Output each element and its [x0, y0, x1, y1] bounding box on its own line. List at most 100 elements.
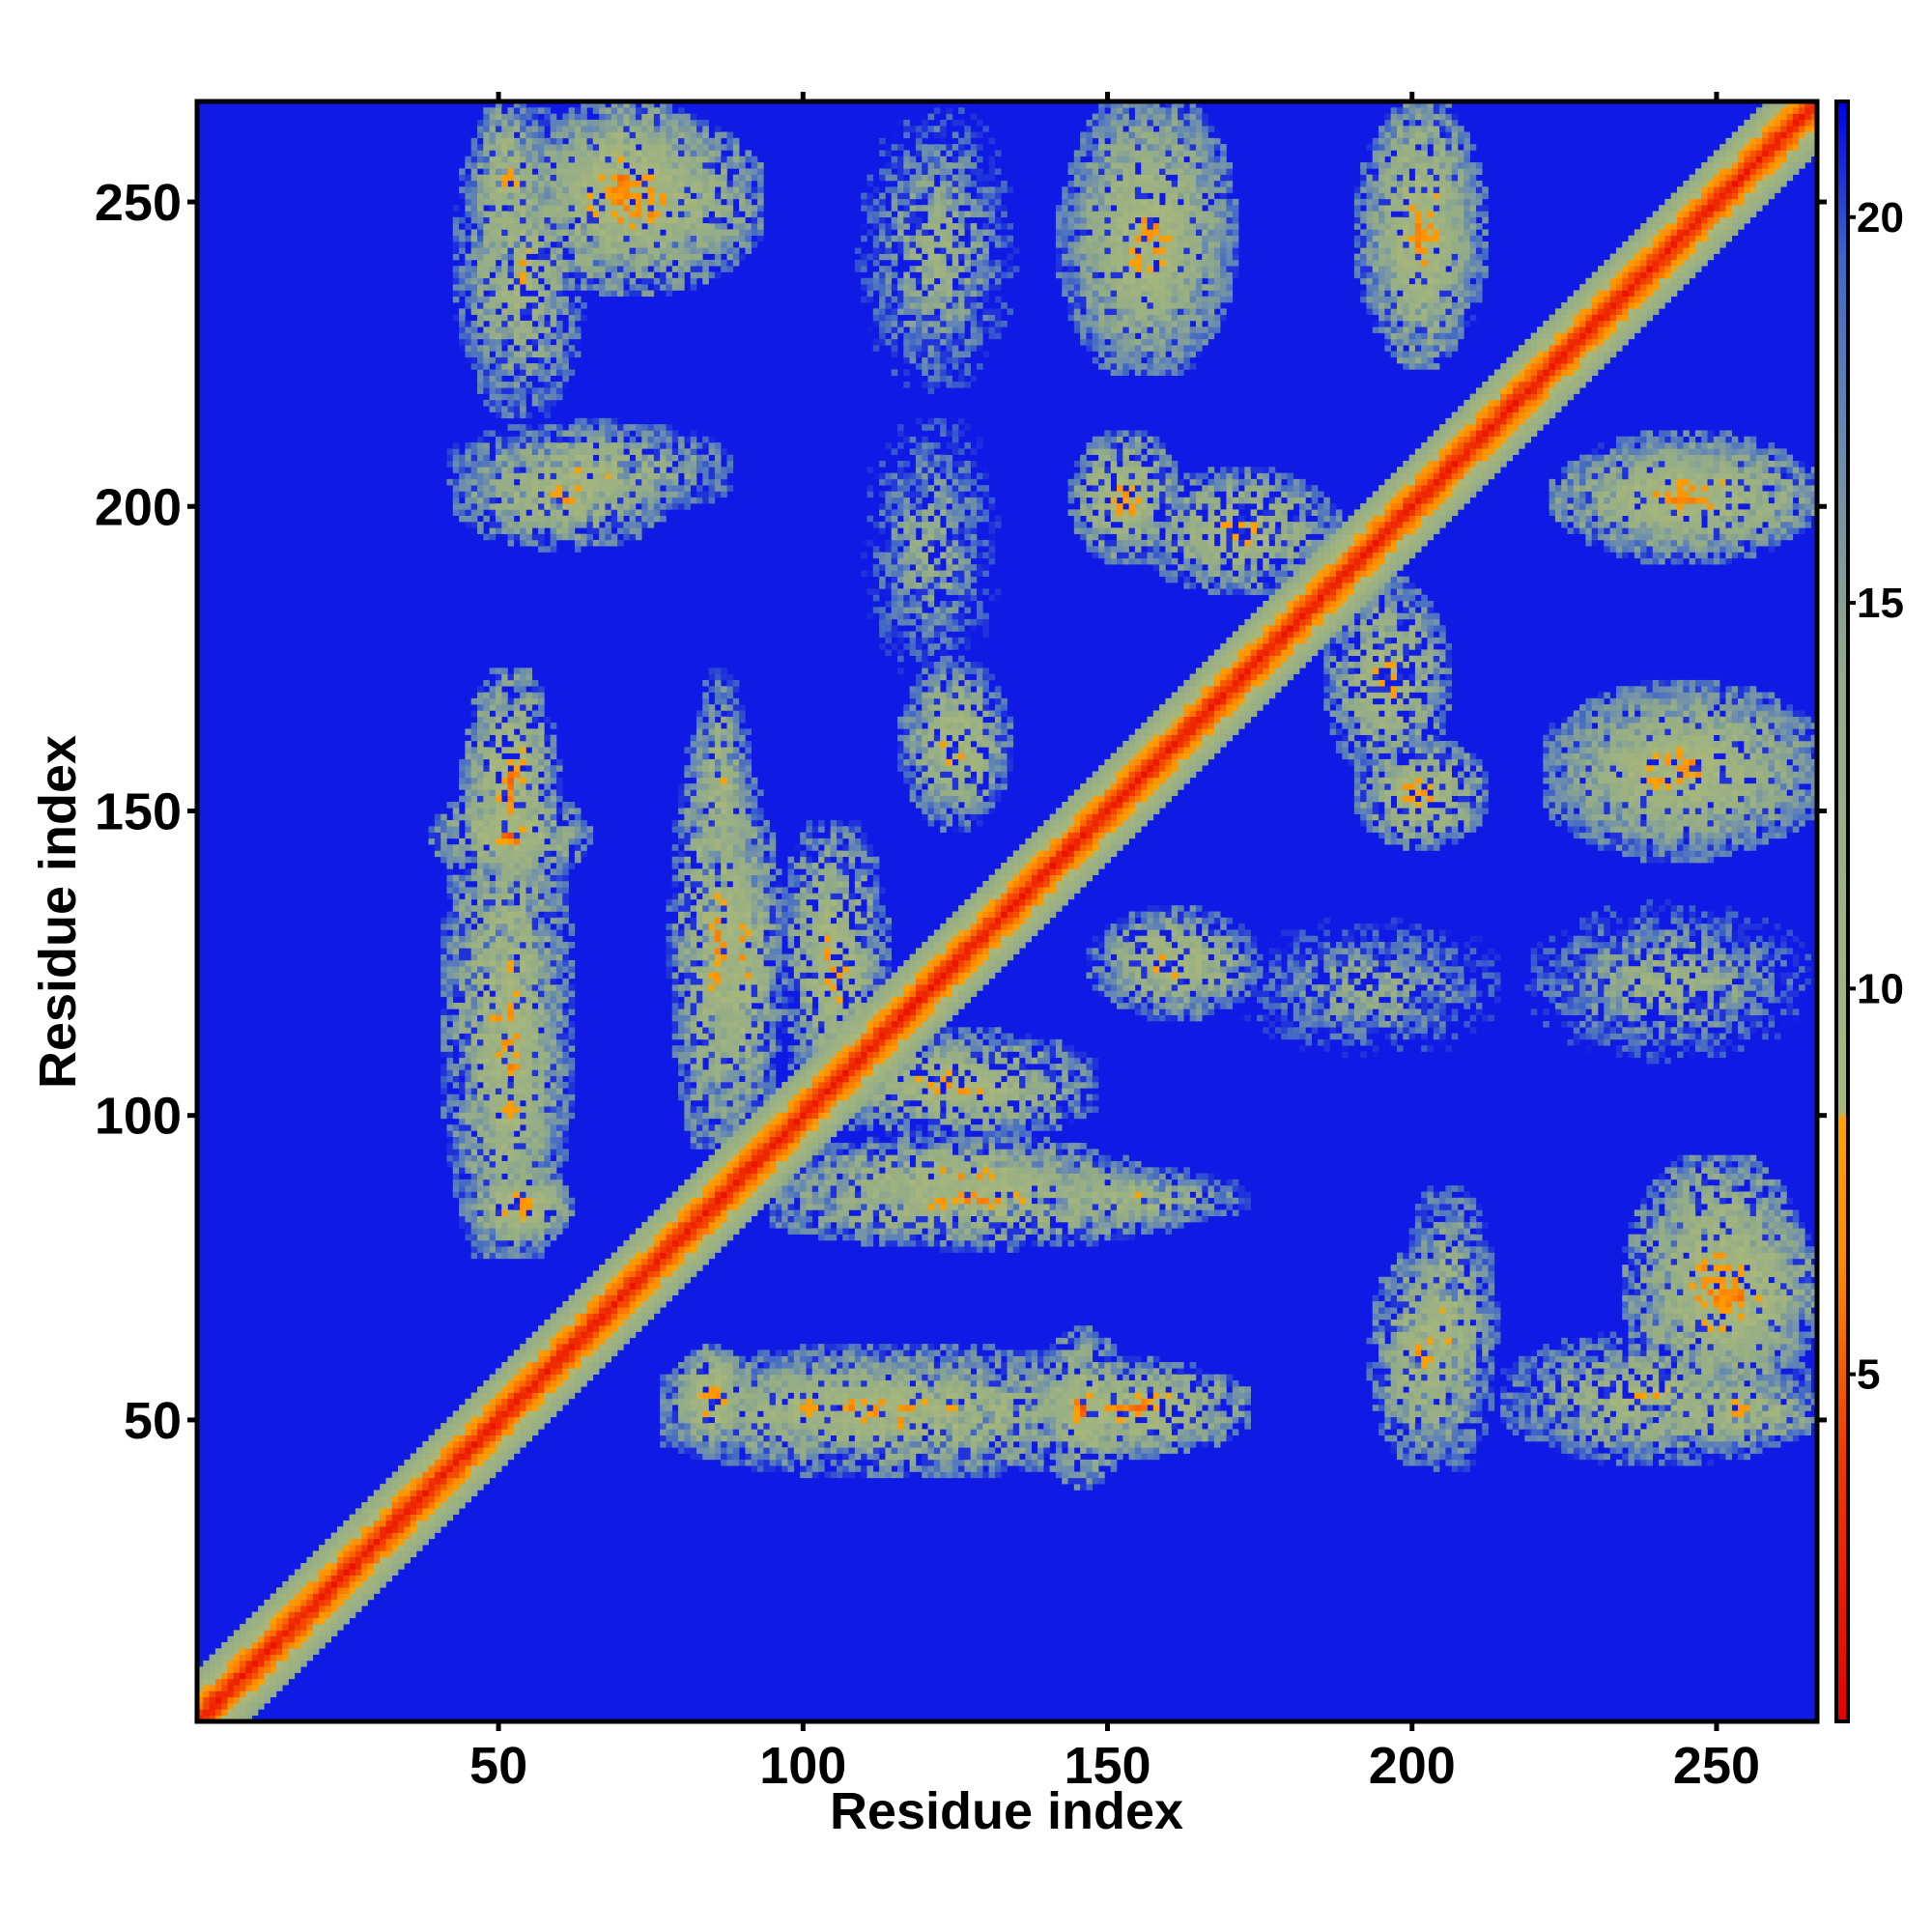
- heatmap-cell: [490, 894, 497, 900]
- heatmap-cell: [532, 1069, 539, 1076]
- heatmap-cell: [556, 850, 563, 857]
- heatmap-cell: [361, 1594, 368, 1601]
- heatmap-cell: [611, 229, 618, 236]
- heatmap-cell: [520, 1119, 526, 1125]
- heatmap-cell: [526, 765, 532, 772]
- heatmap-cell: [654, 437, 661, 443]
- heatmap-cell: [459, 1009, 466, 1015]
- heatmap-cell: [532, 278, 539, 285]
- heatmap-cell: [355, 1600, 362, 1606]
- heatmap-cell: [641, 186, 648, 193]
- heatmap-cell: [532, 875, 539, 882]
- heatmap-cell: [453, 242, 460, 248]
- heatmap-cell: [477, 260, 484, 267]
- heatmap-cell: [660, 126, 667, 132]
- heatmap-cell: [551, 984, 557, 991]
- heatmap-cell: [551, 351, 557, 357]
- heatmap-cell: [496, 430, 502, 437]
- heatmap-cell: [490, 168, 497, 175]
- heatmap-cell: [556, 369, 563, 376]
- heatmap-cell: [459, 503, 466, 510]
- heatmap-cell: [672, 1209, 679, 1216]
- heatmap-cell: [453, 1478, 460, 1485]
- heatmap-cell: [471, 1174, 478, 1180]
- heatmap-cell: [556, 497, 563, 504]
- heatmap-cell: [544, 406, 551, 412]
- heatmap-cell: [520, 1045, 526, 1052]
- heatmap-cell: [508, 217, 515, 224]
- heatmap-cell: [538, 1235, 545, 1241]
- heatmap-cell: [538, 254, 545, 261]
- heatmap-cell: [490, 942, 497, 949]
- heatmap-cell: [569, 1338, 576, 1345]
- heatmap-cell: [508, 728, 515, 735]
- heatmap-cell: [496, 1034, 502, 1040]
- heatmap-cell: [471, 1161, 478, 1168]
- heatmap-cell: [599, 156, 606, 163]
- heatmap-cell: [526, 863, 532, 869]
- heatmap-cell: [276, 1636, 283, 1643]
- heatmap-cell: [581, 522, 587, 528]
- heatmap-cell: [538, 759, 545, 766]
- heatmap-cell: [343, 1581, 350, 1588]
- heatmap-cell: [660, 467, 667, 473]
- heatmap-cell: [514, 497, 521, 504]
- heatmap-cell: [508, 1064, 515, 1070]
- heatmap-cell: [666, 442, 672, 449]
- heatmap-cell: [477, 1167, 484, 1174]
- heatmap-cell: [508, 894, 515, 900]
- heatmap-cell: [355, 1569, 362, 1576]
- heatmap-cell: [556, 833, 563, 839]
- heatmap-cell: [623, 138, 630, 145]
- heatmap-cell: [234, 1636, 241, 1643]
- heatmap-cell: [471, 1429, 478, 1435]
- heatmap-cell: [623, 144, 630, 151]
- heatmap-cell: [617, 516, 624, 523]
- heatmap-cell: [459, 1045, 466, 1052]
- heatmap-cell: [477, 833, 484, 839]
- heatmap-cell: [350, 1539, 356, 1546]
- heatmap-cell: [264, 1630, 270, 1636]
- heatmap-cell: [672, 960, 679, 967]
- heatmap-cell: [429, 833, 436, 839]
- heatmap-cell: [221, 1703, 228, 1710]
- heatmap-cell: [300, 1600, 307, 1606]
- heatmap-cell: [551, 1167, 557, 1174]
- heatmap-cell: [496, 698, 502, 705]
- heatmap-cell: [496, 1410, 502, 1417]
- heatmap-cell: [490, 698, 497, 705]
- heatmap-cell: [660, 107, 667, 114]
- heatmap-cell: [490, 844, 497, 851]
- heatmap-cell: [490, 1143, 497, 1150]
- heatmap-cell: [411, 1465, 417, 1472]
- heatmap-cell: [453, 984, 460, 991]
- heatmap-cell: [490, 765, 497, 772]
- heatmap-cell: [508, 1130, 515, 1137]
- heatmap-cell: [666, 424, 672, 431]
- heatmap-cell: [508, 1410, 515, 1417]
- heatmap-cell: [398, 1557, 405, 1564]
- heatmap-cell: [453, 247, 460, 254]
- heatmap-cell: [623, 193, 630, 200]
- heatmap-cell: [440, 1454, 447, 1461]
- heatmap-cell: [660, 1386, 667, 1393]
- heatmap-cell: [562, 905, 569, 912]
- heatmap-cell: [385, 1478, 392, 1485]
- heatmap-cell: [641, 1283, 648, 1290]
- heatmap-cell: [276, 1594, 283, 1601]
- heatmap-cell: [483, 875, 490, 882]
- heatmap-cell: [429, 1435, 436, 1442]
- heatmap-cell: [648, 491, 655, 497]
- heatmap-cell: [483, 1155, 490, 1162]
- heatmap-cell: [453, 1447, 460, 1454]
- heatmap-cell: [575, 1368, 582, 1375]
- heatmap-cell: [526, 132, 532, 139]
- heatmap-cell: [446, 1515, 453, 1521]
- heatmap-cell: [532, 394, 539, 401]
- heatmap-cell: [586, 138, 593, 145]
- heatmap-cell: [465, 741, 471, 748]
- heatmap-cell: [532, 735, 539, 742]
- heatmap-cell: [490, 1015, 497, 1022]
- heatmap-cell: [215, 1690, 222, 1697]
- heatmap-cell: [641, 424, 648, 431]
